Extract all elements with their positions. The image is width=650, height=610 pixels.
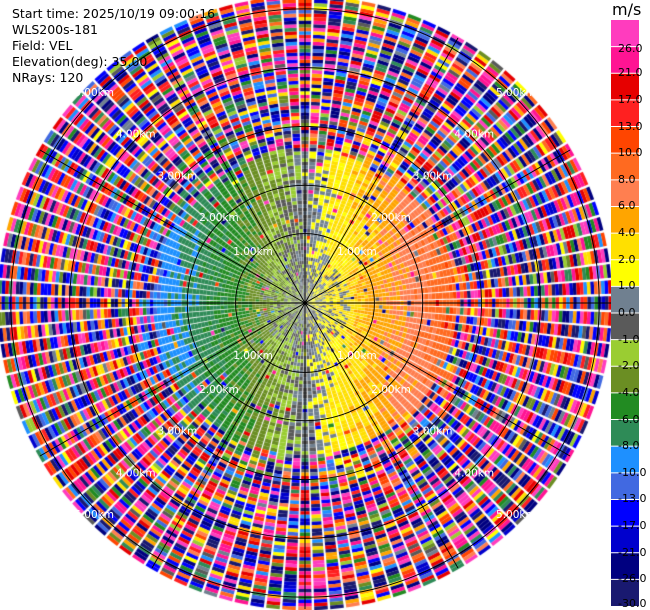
colorbar-bin xyxy=(611,472,639,500)
azimuth-spoke xyxy=(304,302,459,569)
colorbar-bin xyxy=(611,206,639,234)
colorbar-bin xyxy=(611,99,639,128)
colorbar-tick-label: 0.0 xyxy=(618,306,636,319)
range-ring-label: 3.00km xyxy=(157,426,197,438)
colorbar-bin xyxy=(611,73,639,101)
nrays-text: NRays: 120 xyxy=(12,70,84,85)
colorbar-tick-label: 13.0 xyxy=(618,119,643,133)
colorbar-tick-label: -6.0 xyxy=(618,412,640,426)
range-ring-label: 3.00km xyxy=(157,170,197,182)
colorbar-tick-label: 10.0 xyxy=(618,146,643,160)
range-ring-label: 5.00km xyxy=(74,87,114,99)
range-ring-label: 2.00km xyxy=(199,212,239,224)
colorbar-bin xyxy=(611,126,639,154)
field-text: Field: VEL xyxy=(12,38,73,53)
colorbar-tick-label: 8.0 xyxy=(618,172,636,186)
range-ring-label: 4.00km xyxy=(116,129,156,141)
range-ring-label: 1.00km xyxy=(233,350,273,362)
colorbar-bin xyxy=(611,20,639,48)
elevation-text: Elevation(deg): 35.00 xyxy=(12,54,148,69)
colorbar-tick-label: 1.0 xyxy=(618,279,636,293)
range-ring-label: 2.00km xyxy=(199,384,239,396)
azimuth-spoke xyxy=(151,302,306,569)
colorbar-bin xyxy=(611,313,639,341)
colorbar-tick-label: 2.0 xyxy=(618,252,636,266)
colorbar-bin xyxy=(611,392,639,421)
colorbar-tick-label: -17.0 xyxy=(618,519,647,533)
colorbar-tick-label: 26.0 xyxy=(618,41,643,55)
colorbar-bin xyxy=(611,259,639,287)
range-ring-label: 4.00km xyxy=(454,467,494,479)
range-ring-label: 4.00km xyxy=(116,467,156,479)
colorbar-bin xyxy=(611,499,639,527)
colorbar-bin xyxy=(611,552,639,580)
colorbar-tick-label: -13.0 xyxy=(618,492,647,506)
range-ring-label: 2.00km xyxy=(371,384,411,396)
range-ring-label: 4.00km xyxy=(454,129,494,141)
colorbar-bin xyxy=(611,579,639,606)
range-ring-label: 2.00km xyxy=(371,212,411,224)
colorbar-bin xyxy=(611,339,639,367)
colorbar-tick-label: -1.0 xyxy=(618,332,640,346)
colorbar-tick-label: 21.0 xyxy=(618,66,643,80)
colorbar-bin xyxy=(611,419,639,447)
colorbar-bin xyxy=(611,46,639,74)
azimuth-spokes xyxy=(0,0,611,609)
range-ring-label: 1.00km xyxy=(233,246,273,258)
range-ring-label: 5.00km xyxy=(496,509,536,521)
azimuth-spoke xyxy=(304,149,571,304)
colorbar-tick-label: -2.0 xyxy=(618,359,640,373)
colorbar-tick-label: -30.0 xyxy=(618,597,647,610)
range-ring-label: 3.00km xyxy=(413,426,453,438)
colorbar-bin xyxy=(611,179,639,207)
colorbar-tick-label: 4.0 xyxy=(618,226,636,240)
azimuth-spoke xyxy=(304,302,571,457)
range-ring-label: 3.00km xyxy=(413,170,453,182)
colorbar-bin xyxy=(611,286,639,314)
colorbar xyxy=(611,20,639,606)
colorbar-bin xyxy=(611,366,639,394)
range-ring-label: 5.00km xyxy=(74,509,114,521)
colorbar-bin xyxy=(611,526,639,554)
azimuth-spoke xyxy=(151,37,306,304)
colorbar-tick-label: 17.0 xyxy=(618,92,643,106)
colorbar-unit: m/s xyxy=(612,0,642,19)
range-ring-labels: 1.00km 1.00km 1.00km 1.00km 2.00km 2.00km 2.00… xyxy=(74,87,535,521)
instrument-text: WLS200s-181 xyxy=(12,22,98,37)
colorbar-tick-label: 6.0 xyxy=(618,199,636,213)
azimuth-spoke xyxy=(304,37,459,304)
colorbar-bin xyxy=(611,153,639,181)
colorbar-tick-label: -4.0 xyxy=(618,385,640,399)
range-ring-label: 1.00km xyxy=(337,350,377,362)
colorbar-bin xyxy=(611,233,639,261)
azimuth-spoke xyxy=(39,302,306,457)
colorbar-tick-label: -21.0 xyxy=(618,545,647,559)
range-ring-label: 5.00km xyxy=(496,87,536,99)
range-ring-label: 1.00km xyxy=(337,246,377,258)
colorbar-tick-label: -26.0 xyxy=(618,572,647,586)
colorbar-tick-label: -10.0 xyxy=(618,465,647,479)
start-time-text: Start time: 2025/10/19 09:00:16 xyxy=(12,6,216,21)
colorbar-bin xyxy=(611,446,639,474)
azimuth-spoke xyxy=(39,149,306,304)
colorbar-tick-label: -8.0 xyxy=(618,439,640,453)
